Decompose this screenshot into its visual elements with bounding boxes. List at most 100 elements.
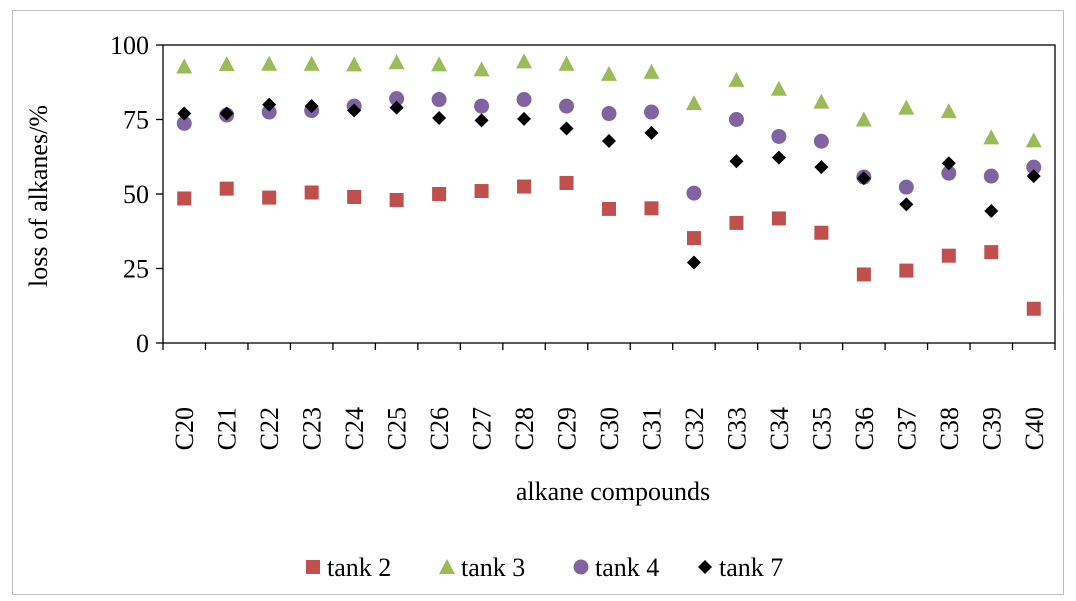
data-point bbox=[601, 65, 617, 81]
plot-frame bbox=[162, 44, 1056, 344]
data-point bbox=[644, 125, 659, 140]
x-tick-label: C21 bbox=[213, 407, 242, 450]
data-point bbox=[517, 111, 532, 126]
data-point bbox=[813, 93, 830, 109]
data-point bbox=[941, 165, 957, 181]
data-point bbox=[176, 58, 193, 74]
y-tick-label: 50 bbox=[123, 180, 149, 209]
data-point bbox=[559, 175, 574, 190]
data-point bbox=[813, 133, 829, 149]
data-point bbox=[602, 201, 616, 216]
data-point bbox=[516, 92, 532, 108]
legend: tank 2 tank 3 tank 4 tank 7 bbox=[306, 553, 783, 582]
data-point bbox=[304, 99, 319, 114]
x-tick-label: C30 bbox=[595, 407, 624, 450]
data-point bbox=[856, 171, 871, 186]
data-point bbox=[686, 185, 702, 201]
x-tick-label: C35 bbox=[807, 407, 836, 450]
data-point bbox=[474, 184, 489, 199]
x-axis-label: alkane compounds bbox=[516, 477, 710, 506]
data-point bbox=[177, 106, 192, 121]
data-point bbox=[771, 128, 787, 144]
x-tick-label: C23 bbox=[298, 407, 327, 450]
data-point bbox=[983, 168, 999, 184]
data-point bbox=[388, 54, 405, 70]
data-point bbox=[770, 80, 787, 96]
data-point bbox=[771, 150, 786, 165]
x-tick-label: C38 bbox=[935, 407, 964, 450]
data-point bbox=[898, 179, 914, 195]
data-point bbox=[261, 55, 278, 71]
data-point bbox=[474, 98, 490, 114]
data-point bbox=[219, 106, 234, 121]
x-tick-label: C36 bbox=[850, 407, 879, 450]
legend-label: tank 4 bbox=[595, 553, 659, 582]
plot-area: 0 25 50 75 100 C20 C21 C22 C23 C24 C25 C26 C27 C28 C29… bbox=[110, 31, 1056, 450]
data-point bbox=[686, 231, 701, 246]
x-tick-label: C22 bbox=[255, 407, 284, 450]
data-point bbox=[855, 111, 872, 127]
data-point bbox=[643, 63, 660, 79]
data-point bbox=[601, 106, 617, 122]
data-point bbox=[262, 190, 277, 205]
series-tank-3 bbox=[176, 53, 1042, 148]
data-point bbox=[559, 121, 574, 136]
data-point bbox=[261, 104, 277, 120]
data-point bbox=[516, 53, 533, 69]
x-tick-label: C39 bbox=[977, 407, 1006, 450]
data-point bbox=[389, 192, 404, 207]
x-tick-label: C33 bbox=[722, 407, 751, 450]
data-point bbox=[771, 211, 786, 226]
data-point bbox=[856, 267, 871, 282]
data-point bbox=[940, 103, 957, 119]
data-point bbox=[558, 55, 575, 71]
x-tick-label: C34 bbox=[765, 407, 794, 450]
data-point bbox=[602, 133, 616, 148]
data-point bbox=[685, 95, 702, 111]
x-tick-label: C27 bbox=[468, 407, 497, 450]
y-tick-label: 0 bbox=[136, 329, 149, 358]
data-point bbox=[729, 154, 744, 169]
chart-frame bbox=[12, 10, 1064, 595]
data-point bbox=[686, 255, 701, 270]
data-point bbox=[984, 203, 999, 218]
data-point bbox=[984, 245, 999, 260]
series-tank-4 bbox=[176, 91, 1042, 201]
x-tick-label: C25 bbox=[383, 407, 412, 450]
data-point bbox=[1026, 169, 1041, 184]
legend-marker bbox=[439, 559, 455, 574]
data-point bbox=[432, 187, 447, 201]
x-tick-label: C20 bbox=[170, 407, 199, 450]
x-tick-label: C31 bbox=[637, 407, 666, 450]
data-point bbox=[304, 185, 319, 200]
data-point bbox=[644, 201, 659, 216]
data-point bbox=[177, 191, 192, 206]
data-point bbox=[814, 225, 829, 240]
data-point bbox=[1026, 159, 1042, 175]
data-point bbox=[346, 56, 363, 72]
legend-marker bbox=[698, 560, 712, 574]
data-point bbox=[431, 92, 447, 108]
data-point bbox=[432, 111, 447, 126]
legend-marker bbox=[306, 560, 320, 574]
data-point bbox=[176, 115, 192, 131]
legend-label: tank 3 bbox=[461, 553, 525, 582]
data-point bbox=[218, 56, 235, 72]
data-point bbox=[941, 248, 956, 263]
y-tick-label: 100 bbox=[110, 31, 149, 60]
data-point bbox=[559, 98, 575, 114]
data-point bbox=[431, 56, 448, 72]
x-tick-label: C26 bbox=[425, 407, 454, 450]
data-point bbox=[898, 99, 915, 115]
data-point bbox=[389, 91, 405, 107]
data-point bbox=[1025, 132, 1042, 148]
data-point bbox=[899, 263, 914, 278]
x-tick-label: C37 bbox=[892, 407, 921, 450]
data-point bbox=[814, 160, 829, 175]
data-point bbox=[474, 113, 489, 128]
series-tank-7 bbox=[177, 97, 1041, 270]
x-tick-label: C29 bbox=[553, 407, 582, 450]
legend-marker bbox=[573, 559, 589, 575]
data-point bbox=[303, 55, 320, 71]
